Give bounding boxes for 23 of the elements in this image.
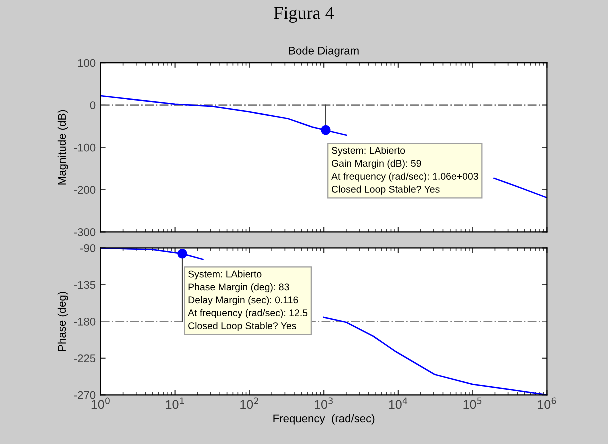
- y-tick-label: 100: [78, 59, 96, 68]
- annotation: System: LAbierto Gain Margin (dB): 59 At frequency (rad/sec): 1.06e+003 Closed Loop Stable? Yes: [332, 146, 478, 195]
- y-tick-label: -270: [74, 391, 96, 400]
- x-tick-label: 10$^{3}$: [315, 398, 333, 410]
- y-axis-title: Magnitude (dB): [58, 110, 68, 185]
- x-tick-label: 10$^{2}$: [240, 398, 258, 410]
- x-tick-label: 10$^{1}$: [166, 398, 184, 410]
- x-tick-label: 10$^{4}$: [389, 398, 408, 410]
- y-tick-label: -225: [74, 354, 96, 363]
- x-tick-label: 10$^{5}$: [464, 398, 482, 410]
- y-axis-title: Phase (deg): [58, 292, 68, 352]
- y-tick-label: -100: [74, 144, 96, 152]
- y-tick-label: -300: [74, 228, 96, 236]
- y-tick-label: -90: [80, 244, 96, 252]
- x-axis-title: Frequency (rad/sec): [274, 414, 375, 425]
- annotation: System: LAbierto Phase Margin (deg): 83 Delay Margin (sec): 0.116 At frequency (rad/sec): 12.5 Closed Loop Stable? Yes: [188, 270, 308, 332]
- y-tick-label: -180: [74, 318, 96, 326]
- text: Figura 4: [274, 7, 334, 24]
- y-tick-label: -135: [74, 281, 96, 290]
- x-tick-label: 10$^{6}$: [538, 398, 556, 410]
- chart-title: Bode Diagram: [289, 46, 359, 58]
- y-tick-label: -200: [74, 186, 96, 194]
- y-tick-label: 0: [90, 102, 96, 110]
